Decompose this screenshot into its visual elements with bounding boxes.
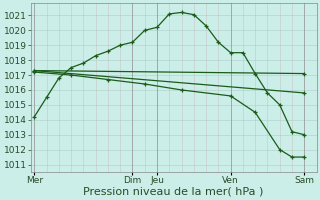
X-axis label: Pression niveau de la mer( hPa ): Pression niveau de la mer( hPa ) (84, 187, 264, 197)
